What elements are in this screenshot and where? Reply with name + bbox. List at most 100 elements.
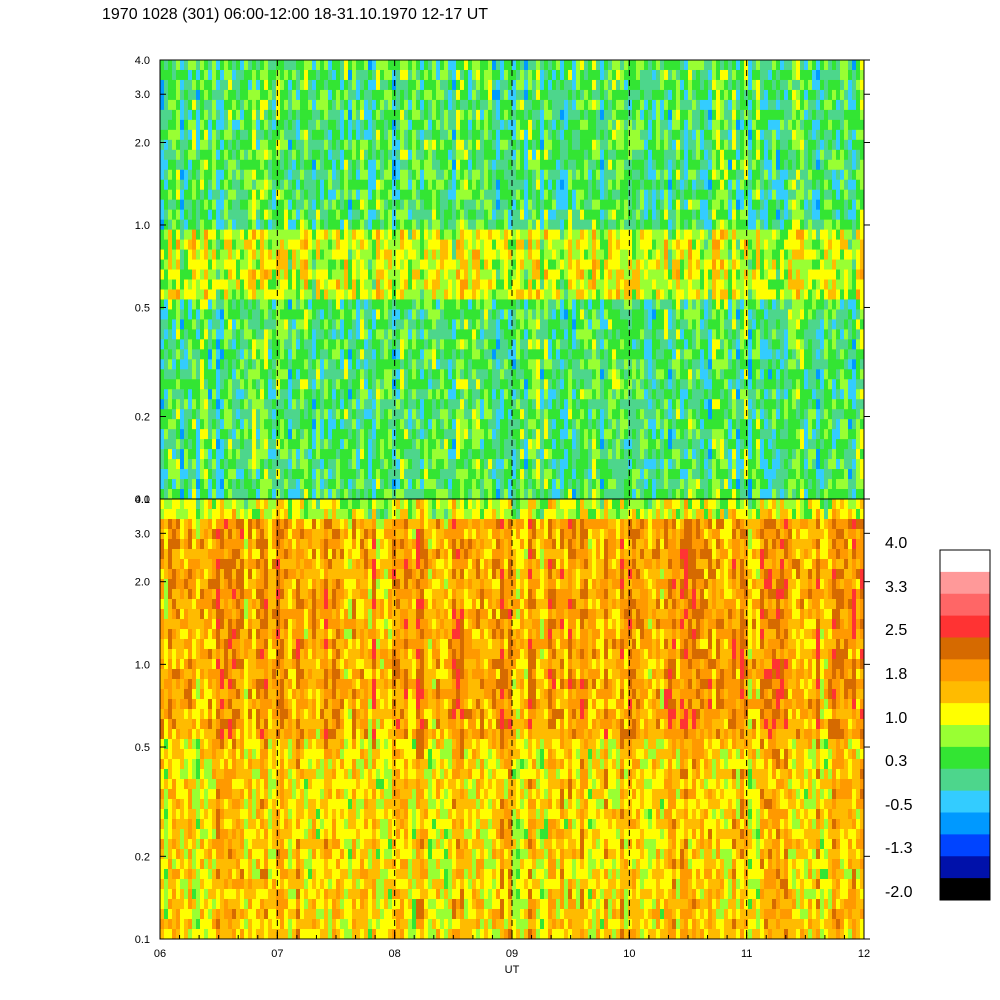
heatmap-cell <box>324 89 329 101</box>
heatmap-cell <box>448 189 453 201</box>
heatmap-cell <box>580 369 585 380</box>
heatmap-cell <box>520 139 525 151</box>
heatmap-cell <box>460 169 465 181</box>
heatmap-cell <box>268 479 273 490</box>
heatmap-cell <box>172 459 177 470</box>
heatmap-cell <box>352 60 357 71</box>
heatmap-cell <box>608 379 613 390</box>
heatmap-cell <box>304 359 309 370</box>
heatmap-cell <box>536 419 541 430</box>
heatmap-cell <box>536 129 541 141</box>
heatmap-cell <box>564 359 569 370</box>
heatmap-cell <box>412 379 417 390</box>
heatmap-cell <box>364 189 369 201</box>
heatmap-cell <box>608 129 613 141</box>
heatmap-cell <box>588 349 593 360</box>
heatmap-cell <box>576 179 581 191</box>
heatmap-cell <box>236 389 241 400</box>
heatmap-cell <box>264 249 269 261</box>
heatmap-cell <box>532 129 537 141</box>
heatmap-cell <box>176 369 181 380</box>
heatmap-cell <box>224 319 229 330</box>
heatmap-cell <box>320 79 325 91</box>
heatmap-cell <box>532 289 537 301</box>
heatmap-cell <box>400 139 405 151</box>
heatmap-cell <box>300 109 305 121</box>
heatmap-cell <box>588 309 593 321</box>
heatmap-cell <box>316 489 321 499</box>
heatmap-cell <box>224 259 229 271</box>
heatmap-cell <box>516 449 521 460</box>
heatmap-cell <box>416 99 421 111</box>
heatmap-cell <box>288 339 293 350</box>
heatmap-cell <box>304 139 309 151</box>
heatmap-cell <box>208 199 213 211</box>
heatmap-cell <box>448 419 453 430</box>
heatmap-cell <box>376 60 381 71</box>
heatmap-cell <box>328 269 333 281</box>
heatmap-cell <box>576 449 581 460</box>
heatmap-cell <box>260 259 265 271</box>
heatmap-cell <box>368 399 373 410</box>
heatmap-cell <box>396 309 401 321</box>
heatmap-cell <box>252 169 257 181</box>
heatmap-cell <box>588 289 593 301</box>
heatmap-cell <box>268 359 273 370</box>
heatmap-cell <box>440 179 445 191</box>
heatmap-cell <box>168 309 173 321</box>
heatmap-cell <box>552 149 557 161</box>
heatmap-cell <box>488 319 493 330</box>
heatmap-cell <box>232 209 237 221</box>
heatmap-cell <box>604 139 609 151</box>
heatmap-cell <box>420 479 425 490</box>
heatmap-cell <box>556 239 561 251</box>
heatmap-cell <box>188 359 193 370</box>
heatmap-cell <box>352 109 357 121</box>
heatmap-cell <box>548 369 553 380</box>
heatmap-cell <box>356 359 361 370</box>
heatmap-cell <box>596 449 601 460</box>
heatmap-cell <box>452 219 457 231</box>
heatmap-cell <box>364 119 369 131</box>
heatmap-cell <box>208 189 213 201</box>
heatmap-cell <box>576 199 581 211</box>
heatmap-cell <box>308 69 313 81</box>
heatmap-cell <box>500 119 505 131</box>
heatmap-cell <box>584 249 589 261</box>
heatmap-cell <box>244 129 249 141</box>
heatmap-cell <box>236 269 241 281</box>
heatmap-cell <box>576 189 581 201</box>
heatmap-cell <box>524 239 529 251</box>
heatmap-cell <box>544 89 549 101</box>
heatmap-cell <box>400 409 405 420</box>
heatmap-cell <box>432 179 437 191</box>
heatmap-cell <box>400 469 405 480</box>
heatmap-cell <box>344 60 349 71</box>
heatmap-cell <box>268 189 273 201</box>
heatmap-cell <box>416 459 421 470</box>
heatmap-cell <box>176 229 181 241</box>
heatmap-cell <box>420 249 425 261</box>
heatmap-cell <box>496 199 501 211</box>
heatmap-cell <box>356 199 361 211</box>
heatmap-cell <box>224 399 229 410</box>
heatmap-cell <box>168 239 173 251</box>
heatmap-cell <box>308 439 313 450</box>
heatmap-cell <box>460 239 465 251</box>
heatmap-cell <box>416 429 421 440</box>
heatmap-cell <box>252 469 257 480</box>
heatmap-cell <box>400 129 405 141</box>
heatmap-cell <box>508 369 513 380</box>
heatmap-cell <box>304 419 309 430</box>
heatmap-cell <box>404 319 409 330</box>
heatmap-cell <box>168 249 173 261</box>
heatmap-cell <box>300 349 305 360</box>
heatmap-cell <box>496 60 501 71</box>
heatmap-cell <box>548 359 553 370</box>
heatmap-cell <box>336 359 341 370</box>
heatmap-cell <box>276 229 281 241</box>
heatmap-cell <box>164 269 169 281</box>
heatmap-cell <box>284 469 289 480</box>
heatmap-cell <box>496 479 501 490</box>
heatmap-cell <box>420 79 425 91</box>
